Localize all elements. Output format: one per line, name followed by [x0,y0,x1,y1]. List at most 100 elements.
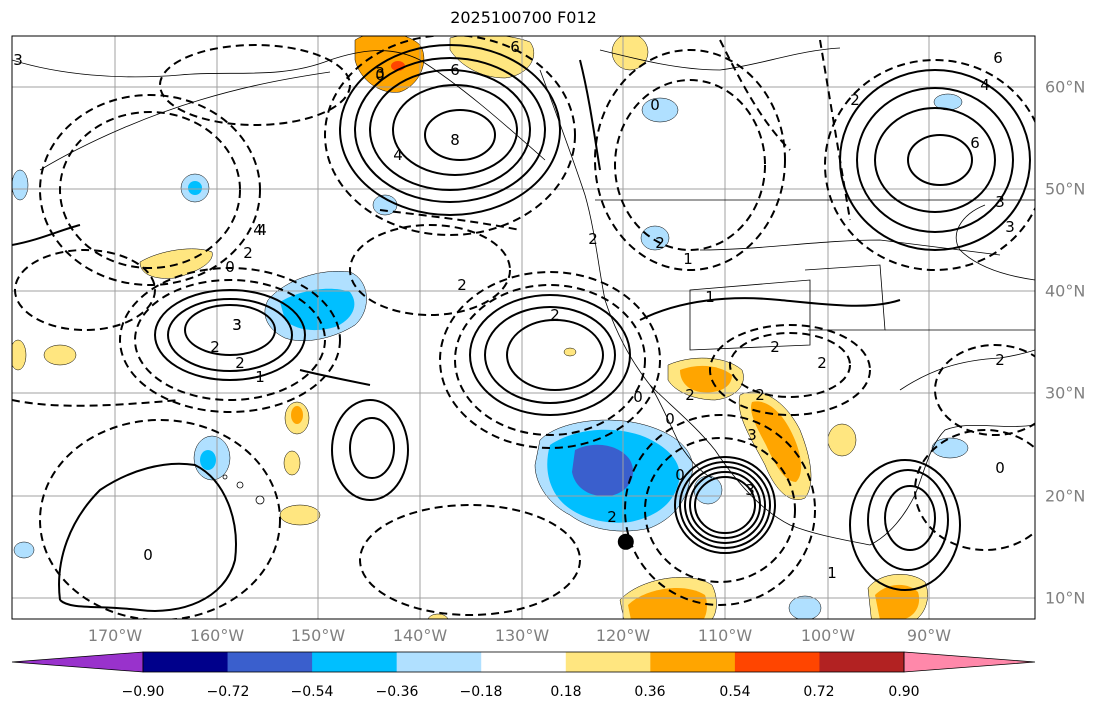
colorbar-tick-label: 0.72 [803,684,835,700]
contour-label: 4 [257,221,267,239]
colorbar-extend-low [11,651,144,673]
positive-anomaly-patch [827,423,857,457]
lon-label: 100°W [800,626,856,645]
colorbar-tick-label: −0.90 [121,684,165,700]
contour-label: 2 [235,354,245,372]
gridlines [12,36,1035,619]
colorbar-tick-label: −0.18 [459,684,503,700]
positive-anomaly-patch [427,613,449,619]
contour-label: 0 [225,258,235,276]
colorbar-bin [312,652,398,672]
colorbar-frame [142,651,905,673]
contour-label: 2 [850,91,860,109]
positive-anomaly-patch [279,504,321,526]
contour-label: 2 [685,386,695,404]
contour-label: 6 [993,49,1003,67]
lon-label: 120°W [595,626,651,645]
lat-label: 50°N [1045,179,1086,199]
solid-contours [12,44,1031,612]
contour-label: 8 [450,131,460,149]
contour-label: 3 [232,316,242,334]
contour-label: 0 [995,459,1005,477]
contour-label: 6 [510,38,520,56]
map-frame [11,35,1036,620]
positive-anomaly-patch [611,36,649,71]
contour-label: 0 [675,466,685,484]
contour-label: 0 [665,410,675,428]
colorbar-bin [396,652,482,672]
colorbar-tick-label: 0.54 [719,684,751,700]
negative-anomaly-patch [931,437,969,459]
coastlines [12,47,1035,546]
positive-anomaly-patch [291,406,303,424]
contour-label: 0 [143,546,153,564]
negative-anomaly-patch [640,225,670,251]
positive-anomaly-patch [563,347,577,357]
colorbar [11,651,1036,673]
lon-label: 140°W [392,626,448,645]
contour-label: 2 [243,244,253,262]
lon-label: 130°W [494,626,550,645]
positive-anomaly-patch [12,339,27,371]
negative-anomaly-patch [788,595,822,619]
contour-label: 3 [747,426,757,444]
contour-label: 2 [457,276,467,294]
contour-labels: 3366844202636420423213221221200303222010… [13,38,1015,582]
lat-label: 30°N [1045,383,1086,403]
colorbar-tick-label: −0.72 [206,684,250,700]
contour-label: 0 [375,66,385,84]
contour-label: 6 [450,61,460,79]
contour-label: 4 [393,146,403,164]
contour-label: 4 [980,76,990,94]
contour-label: 1 [705,288,715,306]
contour-label: 2 [550,306,560,324]
contour-label: 0 [633,388,643,406]
negative-anomaly-patch [13,541,35,559]
map-title: 2025100700 F012 [450,8,597,27]
contour-label: 2 [995,351,1005,369]
contour-label: 2 [588,230,598,248]
contour-label: 2 [770,338,780,356]
colorbar-extend-high [903,651,1036,673]
contour-label: 2 [655,234,665,252]
colorbar-bin [819,652,905,672]
negative-anomaly-patch [641,97,679,123]
lon-label: 90°W [906,626,952,645]
lon-label: 110°W [697,626,753,645]
colorbar-tick-label: −0.54 [290,684,334,700]
contour-label: 0 [650,96,660,114]
contour-label: 2 [210,338,220,356]
colorbar-tick-label: 0.18 [550,684,582,700]
negative-anomaly-dark [572,444,634,497]
contour-label: 2 [607,508,617,526]
negative-anomaly-patch [693,475,723,505]
positive-anomaly-central-america-orange [875,584,919,619]
negative-anomaly-patch [200,450,216,470]
lat-label: 10°N [1045,588,1086,608]
positive-anomaly-south-orange [628,588,707,619]
colorbar-bin [650,652,736,672]
colorbar-bin [481,652,567,672]
contour-label: 3 [995,193,1005,211]
contour-label: 4 [253,221,263,239]
positive-anomaly-baja-orange [680,365,732,393]
contour-label: 1 [827,564,837,582]
contour-label: 2 [817,354,827,372]
negative-anomaly-west-mid [280,288,355,331]
contour-label: 3 [232,316,242,334]
positive-anomaly-patch [283,450,301,476]
colorbar-bin [734,652,820,672]
positive-anomaly-patch [43,344,77,366]
colorbar-tick-label: 0.90 [888,684,920,700]
contour-label: 3 [1005,218,1015,236]
lat-label: 20°N [1045,486,1086,506]
location-marker [617,533,634,550]
contour-label: 1 [683,250,693,268]
contour-label: 3 [13,51,23,69]
contour-label: 6 [970,134,980,152]
contour-label: 3 [745,481,755,499]
positive-anomaly-gulf-orange [751,401,802,482]
colorbar-bin [565,652,651,672]
negative-anomaly-patch [188,181,202,195]
